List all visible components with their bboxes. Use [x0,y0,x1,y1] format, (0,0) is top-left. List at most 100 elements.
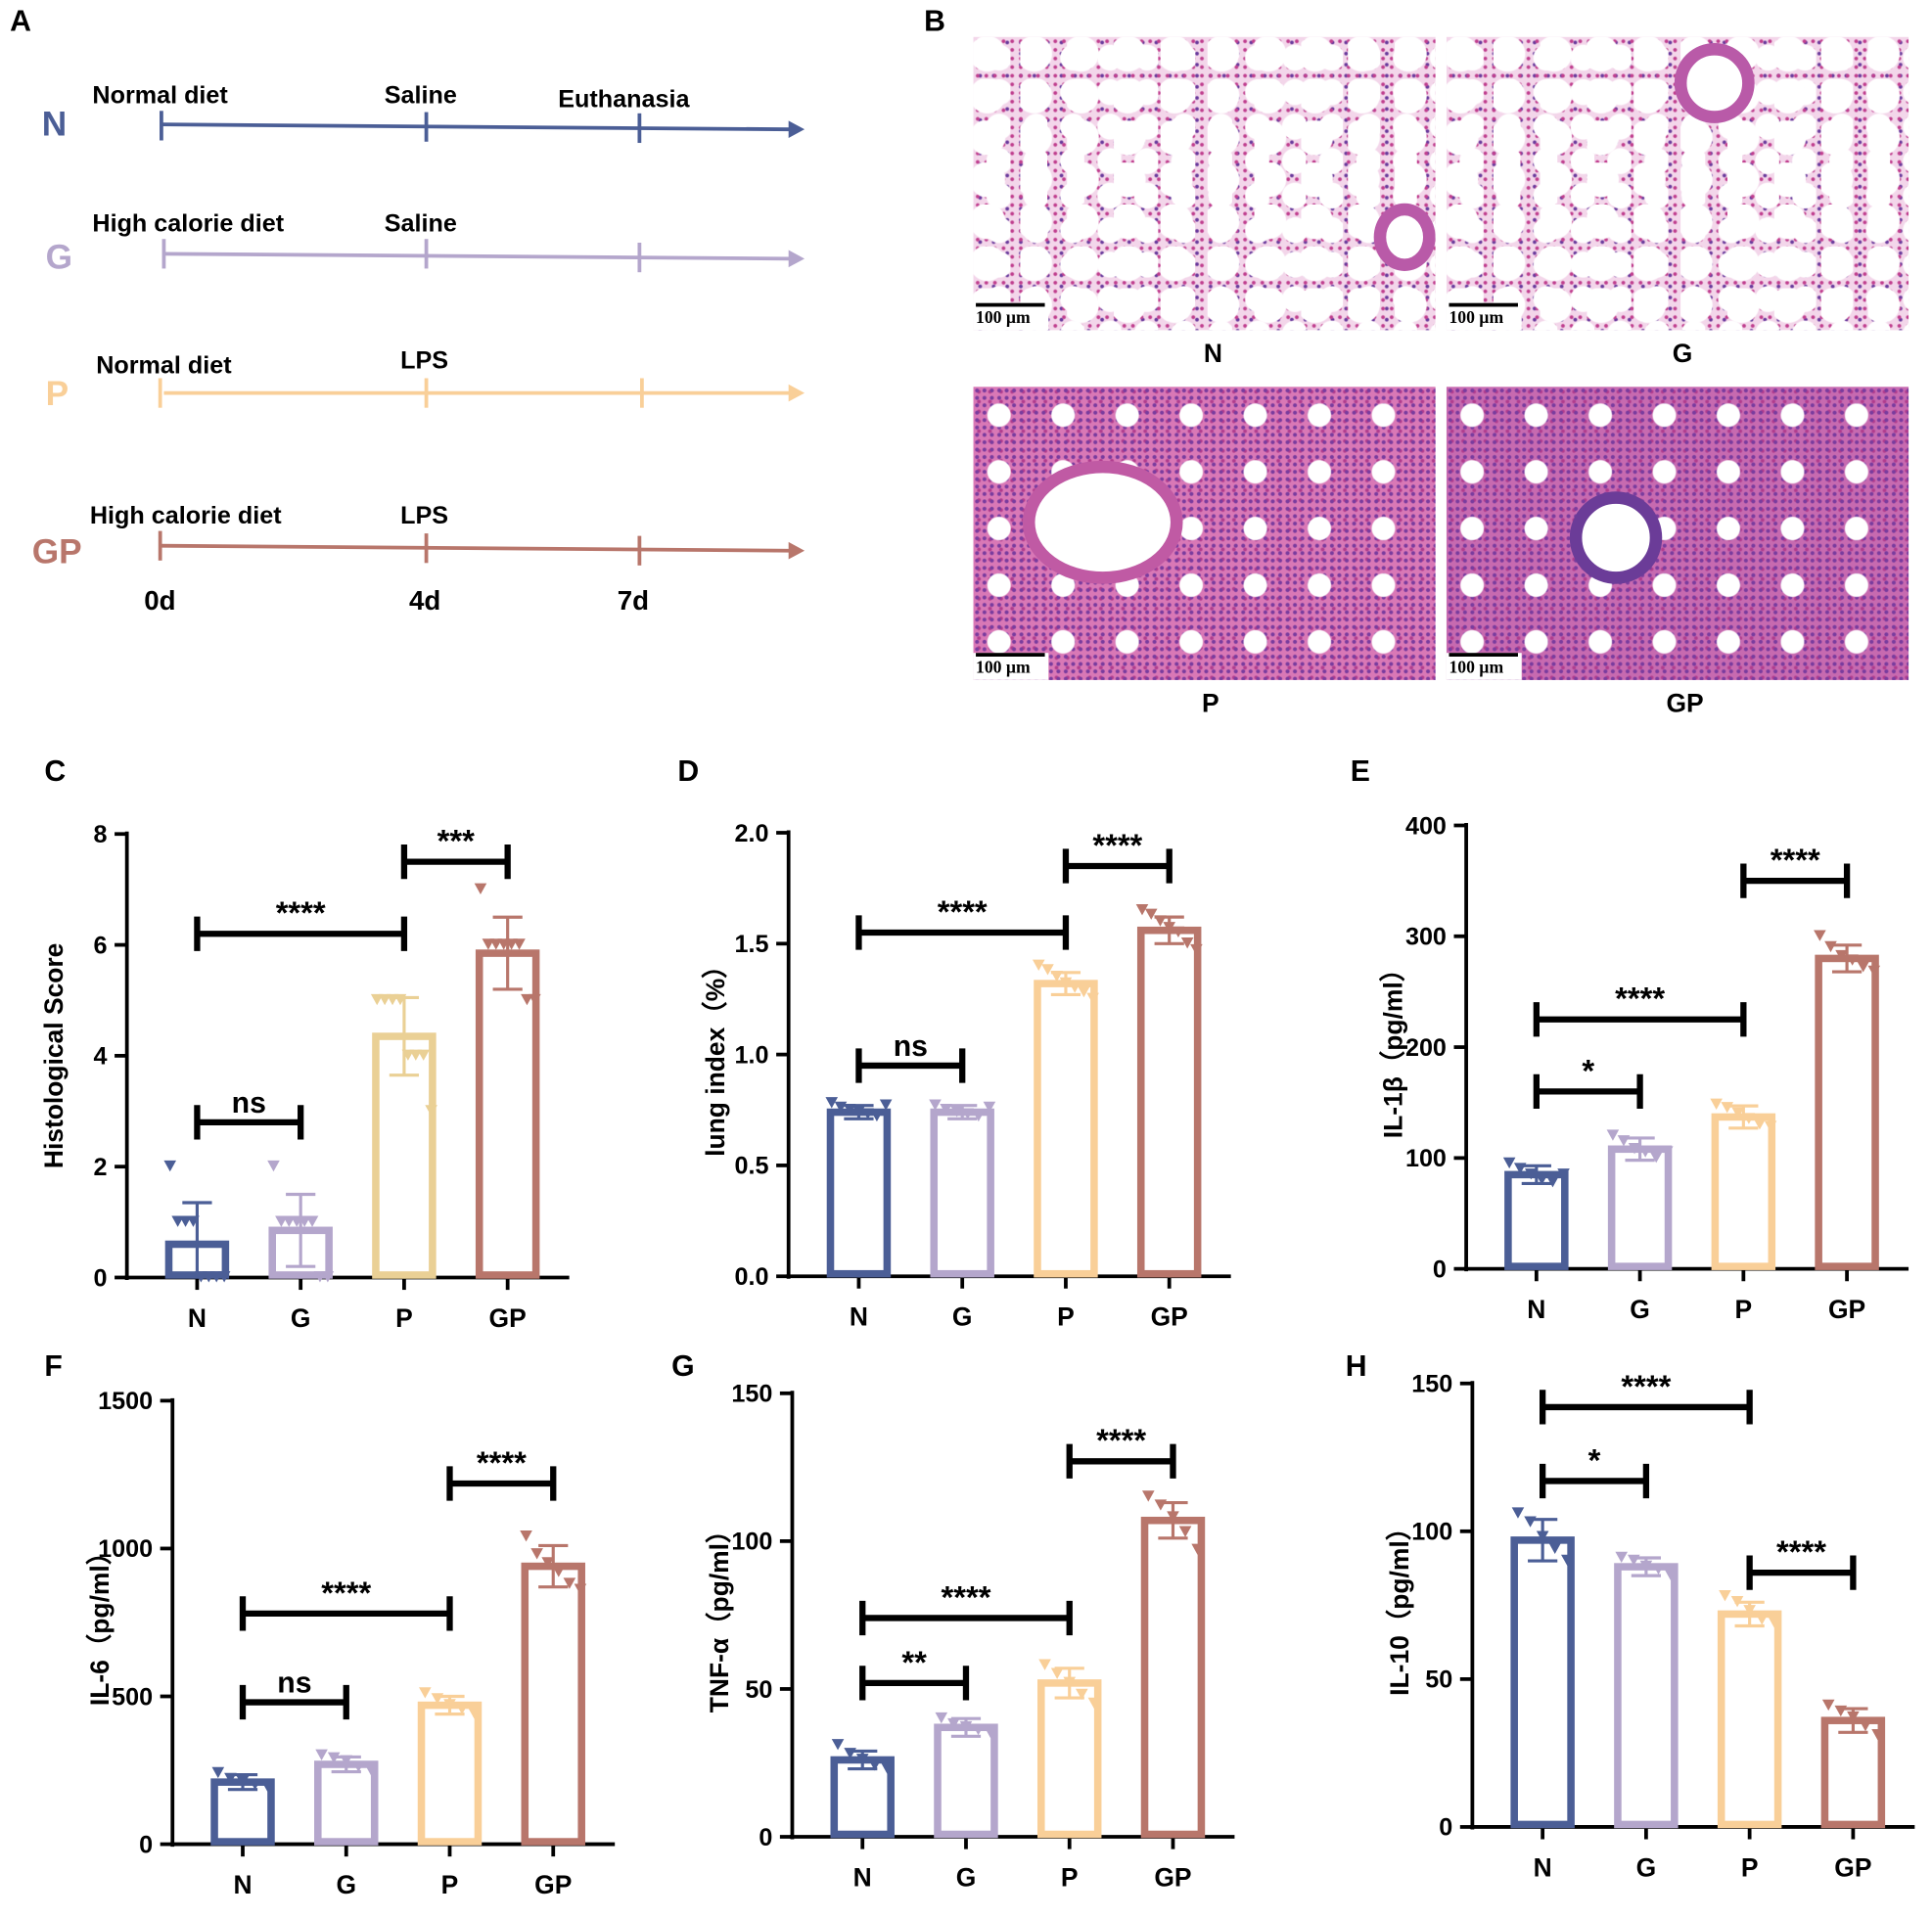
y-axis-label: IL-1β（pg/ml） [1379,956,1408,1138]
data-point [1867,965,1881,978]
histology-label: P [1202,689,1219,718]
day-label: 7d [618,585,649,616]
significance-bracket [194,1105,304,1140]
scale-bar-label: 100 µm [1449,659,1504,678]
y-tick-label: 1500 [98,1388,153,1415]
diet-label: High calorie diet [90,502,282,529]
bar-n [1504,1170,1569,1270]
data-point [417,1049,430,1061]
group-label: GP [32,532,82,571]
data-point [1628,1554,1640,1567]
data-point [327,1752,341,1763]
data-point [972,1723,985,1736]
data-point [260,1780,274,1792]
day-label: 0d [144,585,175,616]
data-point [1087,1697,1101,1710]
data-point [1824,940,1837,953]
timeline-arrow [158,378,792,408]
y-tick-label: 0.5 [735,1153,769,1180]
data-point [1846,954,1859,966]
data-point [217,1271,231,1283]
data-point [1768,1617,1781,1628]
data-point [1835,949,1848,962]
timeline-arrow [161,239,792,273]
diet-label: Normal diet [92,82,228,110]
data-point [1857,961,1870,973]
x-tick-label: N [188,1303,207,1333]
x-tick-label: N [233,1870,252,1899]
airway [1674,43,1755,123]
x-tick-label: G [336,1870,356,1899]
significance-bracket [1066,1443,1176,1479]
x-tick-label: G [1636,1852,1657,1882]
treatment-label: LPS [400,346,448,374]
significance-bracket [1539,1390,1753,1425]
data-point [1191,1543,1204,1555]
y-tick-label: 100 [1405,1145,1447,1172]
data-point [1742,1113,1756,1124]
scale-bar-label: 100 µm [976,659,1031,678]
data-point [1038,1659,1051,1670]
panel-label-d: D [677,754,700,789]
treatment-label: Saline [385,210,457,238]
data-point [929,1099,942,1111]
data-point [489,938,503,950]
y-tick-label: 1000 [98,1535,153,1563]
scale-bar: 100 µm [1446,653,1522,680]
data-point [236,1775,250,1788]
bar-gp [1815,954,1879,1270]
timeline-row-gp: GP High calorie diet LPS [32,502,805,571]
significance-label: **** [321,1575,371,1611]
significance-bracket [1539,1463,1650,1499]
significance-label: ns [894,1030,928,1063]
data-point [1142,1490,1155,1502]
y-tick-label: 0 [1439,1814,1452,1842]
data-point [1172,926,1185,938]
data-point [393,993,407,1006]
panel-label-b: B [924,5,946,39]
arrowhead-icon [788,384,805,402]
bar-gp [521,1562,585,1846]
panel-label-e: E [1350,754,1370,789]
data-point [364,1763,378,1776]
diet-label: Normal diet [96,351,232,379]
data-point [1764,1120,1777,1132]
data-point [868,1759,882,1771]
significance-bracket [239,1596,453,1631]
data-point [1511,1507,1525,1519]
scale-bar: 100 µm [973,653,1049,680]
data-point [275,1215,288,1227]
data-point [1167,1511,1179,1523]
data-point [940,1103,952,1116]
y-tick-label: 100 [1411,1519,1452,1546]
panel-label-a: A [10,5,31,39]
data-point [950,1106,963,1118]
data-point [1755,1614,1769,1625]
data-point [861,1108,874,1119]
y-axis-label: Histological Score [39,943,69,1169]
bar-p [1711,1113,1776,1270]
data-point [1059,977,1073,989]
arrowhead-icon [788,250,805,268]
data-point [1615,1551,1629,1564]
y-tick-label: 2 [94,1154,108,1181]
significance-label: **** [942,1578,991,1615]
y-tick-label: 300 [1405,924,1447,951]
data-point [529,993,541,1006]
group-label: N [42,105,67,143]
airway [1569,491,1663,584]
data-point [431,1693,444,1705]
bar-g [314,1760,379,1846]
x-tick-label: N [850,1302,868,1332]
data-point [961,1108,975,1119]
data-point [305,1215,319,1227]
data-point [482,938,495,950]
group-label: P [46,375,69,413]
bar-g [1607,1145,1673,1270]
histology-label: N [1203,340,1222,369]
y-tick-label: 1.0 [735,1041,769,1069]
significance-bracket [1062,848,1173,884]
histology-label: GP [1666,689,1704,718]
y-tick-label: 100 [731,1529,772,1556]
